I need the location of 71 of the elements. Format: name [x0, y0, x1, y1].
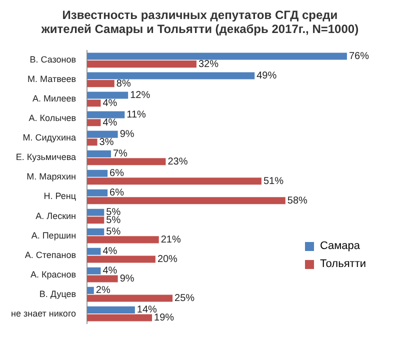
- data-label: 4%: [102, 266, 118, 277]
- data-label: 6%: [110, 168, 124, 180]
- bar: [87, 52, 347, 60]
- bar: [87, 72, 255, 80]
- data-label: 11%: [126, 110, 146, 121]
- y-tick-label: В. Дуцев: [39, 288, 76, 299]
- bar: [87, 150, 111, 158]
- data-label: 23%: [168, 156, 188, 168]
- bar: [87, 111, 125, 118]
- bar: [87, 294, 173, 302]
- bar: [87, 197, 286, 204]
- bar: [87, 286, 94, 294]
- data-label: 5%: [106, 214, 121, 226]
- data-label: 2%: [96, 285, 110, 296]
- data-label: 25%: [174, 292, 195, 304]
- bar: [87, 100, 101, 107]
- data-label: 4%: [102, 246, 118, 258]
- y-tick-label: Е. Кузьмичева: [16, 152, 76, 162]
- data-label: 12%: [130, 90, 150, 102]
- y-tick-label: Н. Ренц: [44, 191, 76, 202]
- legend-label: Тольятти: [320, 258, 366, 270]
- y-tick-label: М. Сидухина: [22, 132, 76, 143]
- bar: [87, 314, 152, 322]
- bar: [87, 60, 196, 68]
- data-label: 9%: [120, 273, 134, 284]
- bar: [87, 306, 135, 314]
- y-tick-label: М. Матвеев: [28, 74, 76, 84]
- bar: [87, 130, 118, 138]
- data-label: 5%: [106, 226, 121, 238]
- bar: [87, 236, 159, 244]
- bar: [87, 80, 114, 88]
- y-tick-label: А. Першин: [31, 230, 76, 240]
- bar: [87, 189, 108, 196]
- bar: [87, 119, 101, 126]
- data-label: 8%: [116, 78, 131, 90]
- bar: [87, 256, 156, 263]
- data-label: 21%: [160, 234, 181, 246]
- data-label: 19%: [154, 312, 174, 324]
- data-label: 4%: [102, 98, 118, 109]
- bar: [87, 228, 104, 236]
- chart-title: Известность различных депутатов СГД среди жителей Самары и Тольятти (декабрь 2017г., N=1000): [40, 8, 360, 38]
- y-tick-label: не знает никого: [10, 308, 76, 318]
- data-label: 58%: [287, 195, 308, 206]
- bar: [87, 275, 118, 282]
- bar: [87, 138, 98, 146]
- bar: [87, 248, 101, 255]
- data-label: 51%: [263, 176, 284, 187]
- y-tick-label: А. Колычев: [28, 113, 76, 124]
- data-label: 20%: [157, 254, 178, 265]
- data-label: 6%: [110, 188, 124, 199]
- data-label: 9%: [120, 129, 134, 140]
- bar: [87, 158, 166, 166]
- bar: [87, 170, 108, 177]
- data-label: 49%: [256, 70, 277, 82]
- legend-label: Самара: [320, 240, 360, 252]
- y-tick-label: А. Лескин: [36, 210, 76, 221]
- y-tick-label: А. Милеев: [32, 94, 76, 104]
- data-label: 76%: [348, 51, 370, 62]
- bar: [87, 208, 104, 216]
- bar: [87, 92, 128, 99]
- y-tick-label: А. Степанов: [24, 250, 76, 260]
- data-label: 3%: [99, 136, 114, 148]
- y-tick-label: М. Маряхин: [26, 172, 76, 182]
- bar: [87, 178, 262, 185]
- y-tick-label: В. Сазонов: [30, 54, 76, 65]
- data-label: 4%: [102, 117, 118, 128]
- y-tick-label: А. Краснов: [30, 269, 76, 280]
- bar: [87, 267, 101, 274]
- bar: [87, 216, 104, 224]
- data-label: 32%: [198, 58, 219, 70]
- data-label: 7%: [112, 148, 128, 160]
